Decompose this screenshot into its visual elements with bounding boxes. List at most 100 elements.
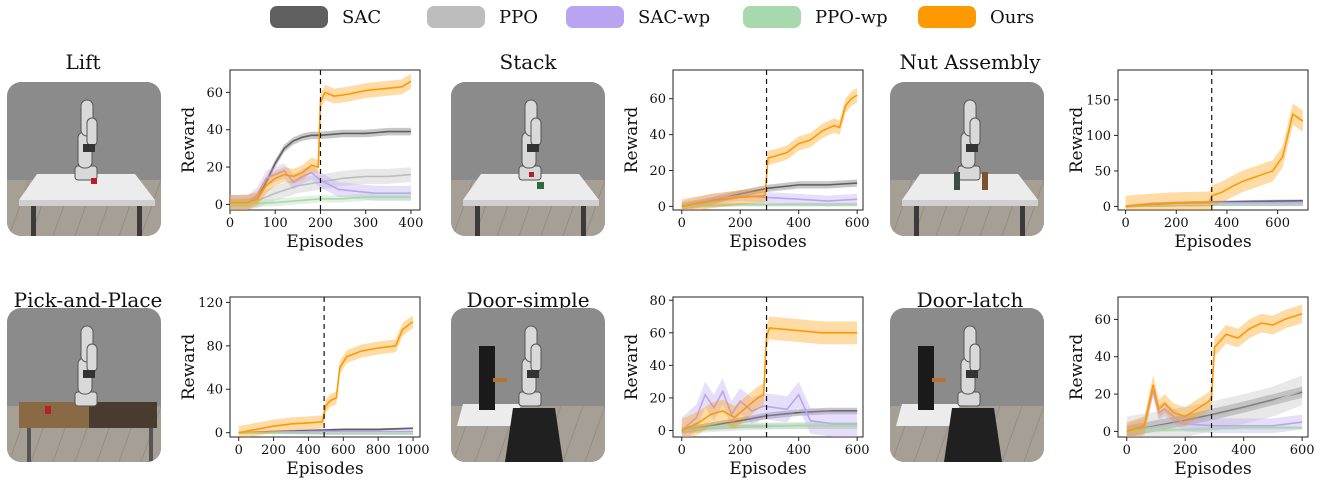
x-tick-label: 1000 [396,443,429,458]
y-tick-label: 60 [649,92,666,107]
x-tick-label: 400 [399,216,424,231]
legend-swatch [743,6,801,28]
series-band-ours [1125,103,1303,210]
legend-swatch [427,6,485,28]
series-band-ours [230,73,411,210]
y-tick-label: 20 [206,161,223,176]
series-band-sac-wp [681,378,858,437]
series-band-ppo [1126,375,1303,437]
chart-pick-and-place: 0 200 400 600 800 1000 0 40 80 120 Episodes Reward [178,291,438,491]
y-tick-label: 0 [1103,425,1111,440]
x-tick-label: 0 [226,216,234,231]
x-tick-label: 0 [1121,216,1129,231]
plot-frame [1117,69,1309,211]
y-tick-label: 20 [649,164,666,179]
y-tick-label: 80 [649,294,666,309]
legend-label: SAC-wp [638,6,711,28]
chart-door-latch: 0 200 400 600 0 20 40 60 Episodes Reward [1066,291,1323,491]
legend-item-ppo: PPO [427,4,538,30]
y-tick-label: 120 [198,296,223,311]
legend-item-ours: Ours [918,4,1034,30]
series-line-ppo-wp [1126,426,1303,433]
x-axis-label: Episodes [729,459,806,479]
y-tick-label: 0 [658,424,666,439]
x-tick-label: 600 [1290,443,1315,458]
series-line-sac-wp [230,169,411,204]
series-band-ours [681,87,858,210]
y-tick-label: 60 [649,326,666,341]
task-scene-image [7,308,161,462]
x-tick-label: 200 [1173,443,1198,458]
series-band-sac-wp [1126,382,1303,437]
x-tick-label: 600 [845,443,870,458]
y-axis-label: Reward [179,334,199,401]
plot-frame [1117,296,1309,438]
series-band-ours [681,316,858,437]
legend-item-ppo-wp: PPO-wp [743,4,888,30]
task-scene-image [451,82,605,236]
x-tick-label: 300 [353,216,378,231]
legend-item-sac: SAC [270,4,381,30]
x-tick-label: 400 [786,216,811,231]
x-axis-label: Episodes [1174,232,1251,252]
x-tick-label: 200 [728,216,753,231]
legend-label: SAC [342,6,382,28]
y-tick-label: 20 [1094,388,1111,403]
series-line-ours [681,327,858,432]
series-line-ours [230,80,412,204]
plot-frame [229,69,421,211]
y-tick-label: 40 [206,383,223,398]
x-tick-label: 400 [296,443,321,458]
y-axis-label: Reward [1067,334,1087,401]
y-tick-label: 0 [215,426,223,441]
y-tick-label: 50 [1094,164,1111,179]
plot-frame [672,296,864,438]
y-tick-label: 40 [206,123,223,138]
y-tick-label: 40 [649,128,666,143]
y-tick-label: 20 [649,391,666,406]
x-tick-label: 200 [261,443,286,458]
plot-frame [229,296,421,438]
task-title: Lift [65,50,101,74]
series-band-sac [681,407,858,434]
x-tick-label: 800 [366,443,391,458]
series-line-ppo [1126,389,1303,433]
y-tick-label: 100 [1086,129,1111,144]
series-line-ours [681,94,858,208]
y-tick-label: 80 [206,339,223,354]
legend: SAC PPO SAC-wp PPO-wp Ours [0,0,1323,36]
chart-stack: 0 200 400 600 0 20 40 60 Episodes Reward [621,64,881,264]
legend-swatch [918,6,976,28]
x-tick-label: 400 [1231,443,1256,458]
x-tick-label: 100 [263,216,288,231]
x-tick-label: 200 [728,443,753,458]
x-tick-label: 0 [678,443,686,458]
legend-item-sac-wp: SAC-wp [566,4,710,30]
legend-swatch [270,6,328,28]
task-title: Stack [499,50,557,74]
series-band-ours [1126,304,1303,437]
chart-lift: 0 100 200 300 400 0 20 40 60 Episodes Reward [178,64,438,264]
x-tick-label: 200 [308,216,333,231]
x-axis-label: Episodes [729,232,806,252]
y-tick-label: 150 [1086,93,1111,108]
task-scene-image [890,308,1044,462]
y-axis-label: Reward [1067,107,1087,174]
x-tick-label: 600 [845,216,870,231]
x-axis-label: Episodes [286,232,363,252]
y-tick-label: 40 [1094,350,1111,365]
x-tick-label: 0 [678,216,686,231]
series-band-sac [681,179,858,210]
y-tick-label: 60 [1094,313,1111,328]
y-tick-label: 0 [215,198,223,213]
series-band-ours [238,315,414,437]
legend-label: PPO-wp [815,6,888,28]
y-tick-label: 60 [206,86,223,101]
x-tick-label: 600 [1265,216,1290,231]
chart-door-simple: 0 200 400 600 0 20 40 60 80 Episodes Reward [621,291,881,491]
legend-swatch [566,6,624,28]
task-scene-image [890,82,1044,236]
y-axis-label: Reward [622,334,642,401]
series-line-ppo-wp [1125,204,1303,208]
x-tick-label: 600 [331,443,356,458]
